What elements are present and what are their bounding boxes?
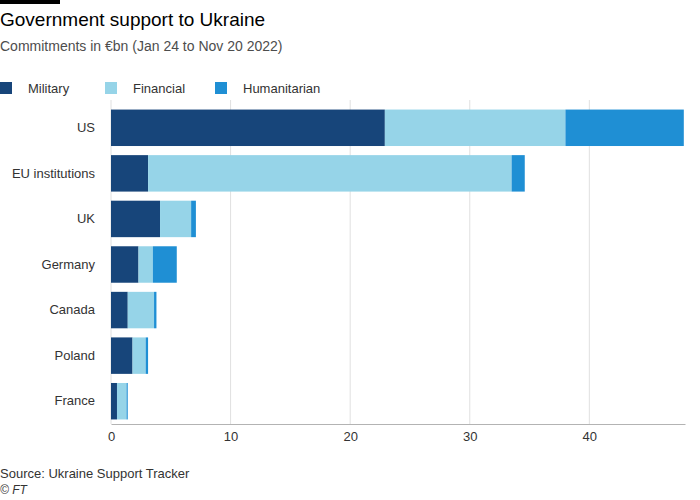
- bar-segment: [139, 246, 153, 282]
- y-tick: UK: [77, 211, 111, 226]
- y-tick: Germany: [42, 257, 111, 272]
- bar-segment: [160, 201, 191, 237]
- y-tick: France: [55, 393, 111, 408]
- legend: Military Financial Humanitarian: [0, 81, 320, 96]
- grid-line: [469, 100, 470, 424]
- bar-segment: [512, 155, 525, 191]
- x-tick-label: 10: [224, 429, 238, 444]
- x-tick-label: 40: [583, 429, 597, 444]
- bar-segment: [117, 383, 127, 419]
- chart: Government support to Ukraine Commitments…: [0, 0, 700, 500]
- y-tick-label: UK: [77, 211, 95, 226]
- grid-line: [230, 100, 231, 424]
- x-axis-line: [112, 424, 686, 425]
- bar-segment: [111, 201, 160, 237]
- legend-swatch: [215, 82, 227, 94]
- bar-segment: [111, 292, 128, 328]
- x-tick: 10: [224, 424, 238, 444]
- credit: © FT: [0, 483, 29, 497]
- header-bar: [0, 0, 60, 4]
- x-tick: 30: [463, 424, 477, 444]
- bar-segment: [111, 110, 385, 146]
- source: Source: Ukraine Support Tracker: [0, 466, 190, 481]
- bar-segment: [153, 246, 177, 282]
- bar-segment: [111, 246, 139, 282]
- bar-segment: [146, 337, 148, 373]
- legend-label: Military: [28, 81, 70, 96]
- grid-line: [350, 100, 351, 424]
- legend-label: Humanitarian: [243, 81, 320, 96]
- y-axis: US EU institutions UK Germany Canada Poland Fr…: [12, 120, 111, 408]
- y-tick-label: Germany: [42, 257, 96, 272]
- y-tick-label: Canada: [49, 302, 95, 317]
- y-tick-label: US: [77, 120, 95, 135]
- legend-swatch: [0, 82, 12, 94]
- bar-segment: [191, 201, 196, 237]
- y-tick-label: France: [55, 393, 95, 408]
- bar-segment: [133, 337, 146, 373]
- y-tick: EU institutions: [12, 166, 111, 181]
- grid: [111, 100, 589, 424]
- legend-swatch: [105, 82, 117, 94]
- x-tick-label: 0: [108, 429, 115, 444]
- bars: [111, 110, 684, 420]
- title: Government support to Ukraine: [0, 9, 265, 30]
- bar-segment: [148, 155, 512, 191]
- x-tick: 40: [583, 424, 597, 444]
- bar-segment: [127, 383, 128, 419]
- bar-segment: [111, 155, 148, 191]
- y-tick: Canada: [49, 302, 111, 317]
- y-tick-label: EU institutions: [12, 166, 96, 181]
- legend-label: Financial: [133, 81, 185, 96]
- subtitle: Commitments in €bn (Jan 24 to Nov 20 202…: [0, 38, 282, 54]
- y-tick: US: [77, 120, 111, 135]
- x-tick-label: 20: [343, 429, 357, 444]
- y-tick-label: Poland: [55, 348, 95, 363]
- bar-segment: [111, 337, 133, 373]
- x-tick-label: 30: [463, 429, 477, 444]
- x-tick: 0: [108, 424, 115, 444]
- bar-segment: [111, 383, 117, 419]
- bar-segment: [154, 292, 156, 328]
- x-axis: 0 10 20 30 40: [108, 424, 686, 444]
- bar-segment: [565, 110, 683, 146]
- y-tick: Poland: [55, 348, 111, 363]
- x-tick: 20: [343, 424, 357, 444]
- bar-segment: [128, 292, 154, 328]
- grid-line: [589, 100, 590, 424]
- bar-segment: [385, 110, 566, 146]
